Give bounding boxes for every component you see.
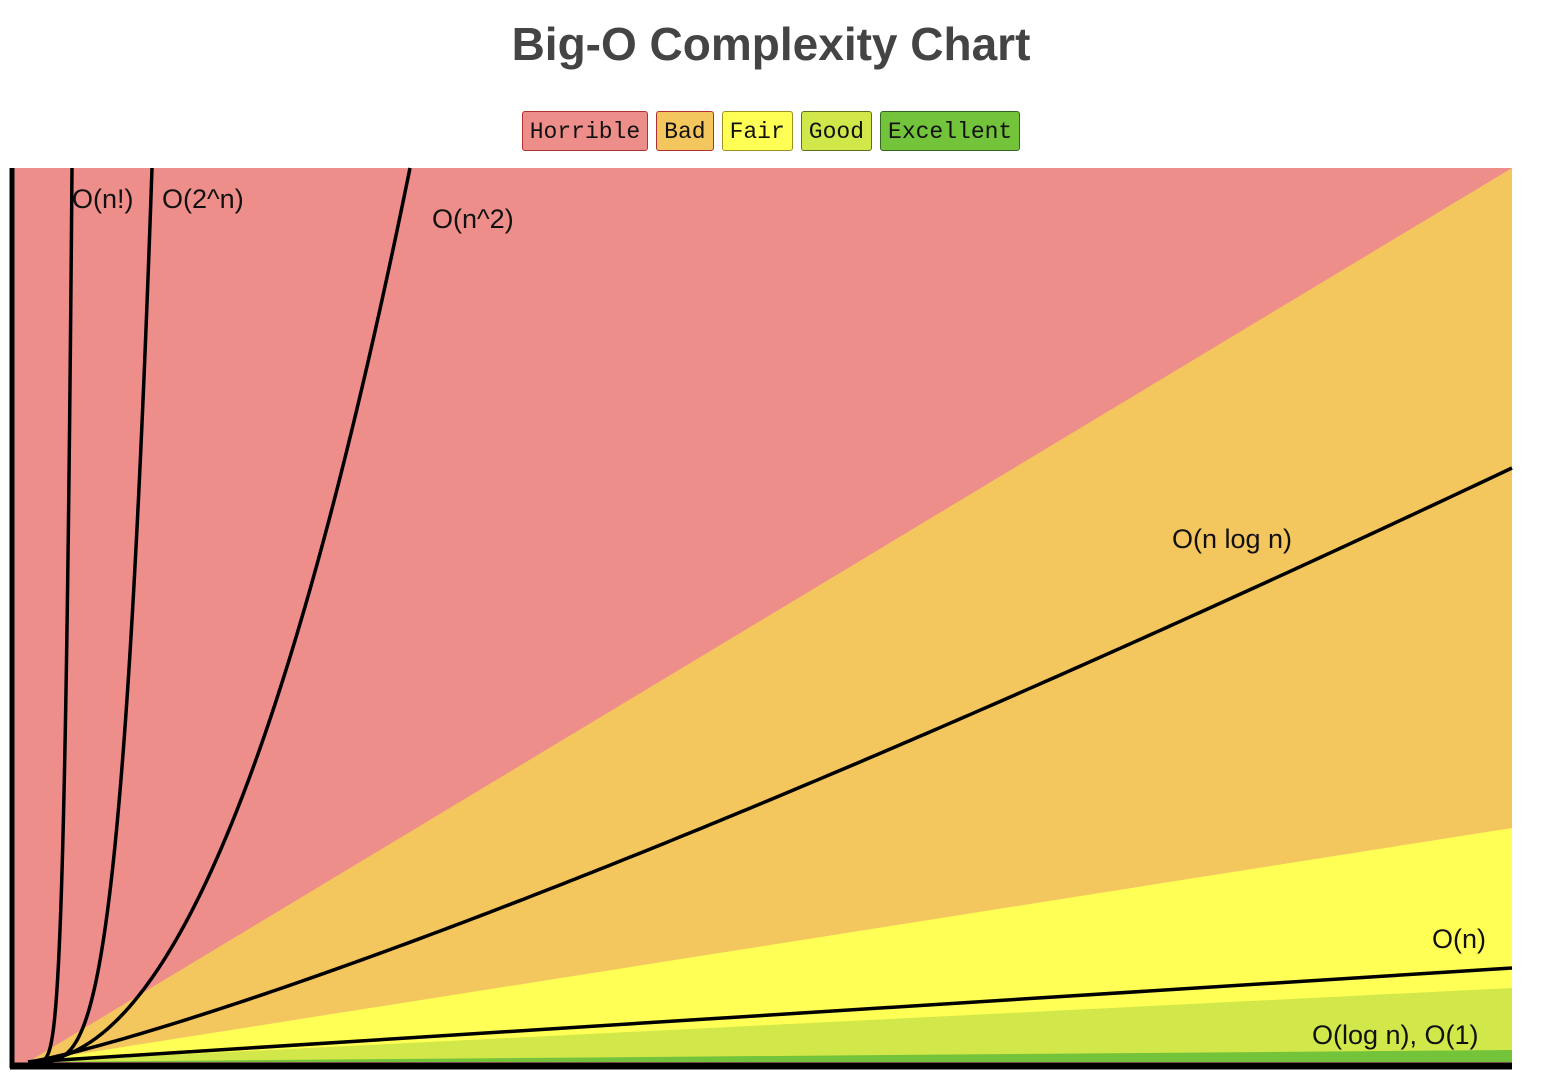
label-quadratic: O(n^2) — [432, 204, 514, 234]
chart-legend: Horrible Bad Fair Good Excellent — [0, 111, 1542, 151]
legend-item-horrible: Horrible — [521, 111, 649, 151]
label-layer: O(n!) O(2^n) O(n^2) O(n log n) O(n) O(lo… — [72, 184, 1486, 1050]
region-layer — [12, 168, 1512, 1066]
label-logarithmic: O(log n), O(1) — [1312, 1020, 1479, 1050]
region-bad — [28, 168, 1512, 1062]
legend-item-good: Good — [800, 111, 873, 151]
chart-title: Big-O Complexity Chart — [511, 18, 1031, 70]
curve-linear — [27, 966, 1513, 1064]
legend-item-fair: Fair — [721, 111, 793, 151]
label-factorial: O(n!) — [72, 184, 134, 214]
region-excellent — [28, 1050, 1512, 1062]
curve-nlogn — [27, 466, 1513, 1064]
curve-layer — [27, 167, 1513, 1064]
label-linear: O(n) — [1432, 924, 1486, 954]
legend-item-bad: Bad — [656, 111, 714, 151]
region-fair — [28, 828, 1512, 1062]
label-exponential: O(2^n) — [162, 184, 244, 214]
axis-layer — [9, 168, 1512, 1070]
region-good — [28, 988, 1512, 1062]
legend-item-excellent: Excellent — [880, 111, 1021, 151]
curve-quadratic — [27, 167, 412, 1064]
label-nlogn: O(n log n) — [1172, 524, 1292, 554]
